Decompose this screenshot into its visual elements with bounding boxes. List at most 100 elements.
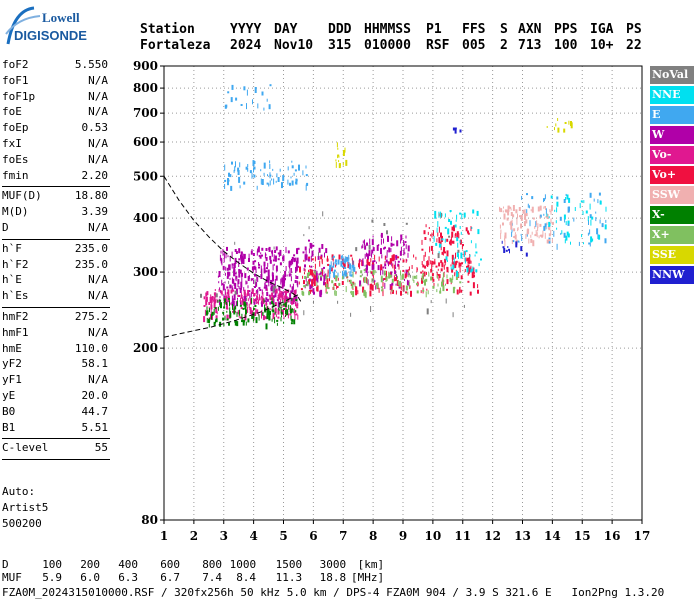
echo-point: [240, 307, 243, 310]
echo-point: [521, 236, 523, 241]
echo-point: [531, 231, 533, 235]
echo-point: [574, 207, 576, 211]
echo-point: [232, 278, 235, 284]
echo-point: [255, 269, 257, 273]
echo-point: [320, 271, 323, 274]
header-value-9: 100: [554, 38, 578, 53]
echo-point: [267, 275, 270, 281]
echo-point: [263, 107, 265, 111]
echo-point: [311, 250, 314, 257]
echo-point: [258, 254, 261, 257]
echo-point: [290, 309, 293, 312]
echo-point: [203, 296, 206, 300]
echo-point: [427, 231, 429, 235]
echo-point: [426, 271, 427, 275]
echo-point: [284, 299, 287, 304]
echo-point: [426, 288, 428, 291]
echo-point: [328, 268, 331, 274]
echo-point: [355, 271, 357, 275]
echo-point: [430, 269, 432, 273]
param-value: 110.0: [74, 341, 108, 355]
echo-point: [459, 240, 461, 244]
echo-point: [304, 246, 307, 251]
echo-point: [257, 103, 259, 109]
echo-point: [384, 282, 386, 289]
echo-point: [252, 253, 255, 256]
echo-point: [452, 274, 454, 280]
echo-point: [253, 317, 255, 321]
echo-point: [228, 172, 230, 177]
param-value: N/A: [88, 289, 108, 303]
echo-point: [473, 274, 475, 278]
echo-point: [437, 283, 439, 287]
echo-point: [308, 291, 311, 296]
echo-point: [341, 277, 343, 280]
echo-point: [344, 267, 347, 269]
echo-point: [337, 147, 339, 150]
echo-point: [239, 304, 242, 307]
echo-point: [570, 122, 573, 129]
param-row: fmin 2.20: [2, 169, 108, 183]
echo-point: [454, 127, 457, 130]
echo-point: [528, 228, 530, 234]
echo-point: [290, 290, 293, 294]
echo-point: [226, 286, 229, 289]
echo-point: [528, 205, 530, 209]
echo-point: [336, 285, 338, 290]
echo-point: [252, 99, 253, 105]
echo-point: [281, 315, 282, 318]
footer-distance-label: D: [2, 558, 9, 571]
echo-point: [290, 305, 292, 312]
echo-point: [214, 292, 217, 298]
echo-point: [389, 258, 392, 264]
echo-point: [543, 206, 545, 208]
echo-point: [431, 273, 434, 277]
echo-point: [409, 274, 411, 278]
echo-point: [400, 286, 402, 290]
echo-point: [315, 275, 316, 278]
echo-point: [312, 272, 314, 278]
echo-point: [268, 104, 271, 110]
param-label: foF1p: [2, 89, 36, 103]
echo-point: [217, 275, 219, 278]
echo-point: [573, 217, 575, 222]
echo-point: [277, 252, 280, 255]
echo-point: [256, 185, 258, 190]
echo-point: [350, 290, 352, 295]
echo-point: [303, 285, 306, 288]
echo-point: [501, 240, 503, 244]
echo-point: [391, 278, 394, 283]
echo-point: [462, 244, 464, 246]
echo-point: [444, 213, 446, 218]
echo-point: [568, 120, 570, 125]
echo-point: [338, 160, 340, 163]
echo-point: [471, 272, 474, 279]
echo-point: [252, 316, 254, 322]
echo-point: [251, 297, 253, 304]
echo-point: [251, 266, 254, 271]
param-label: fxI: [2, 137, 22, 150]
echo-point: [349, 263, 352, 270]
echo-point: [318, 273, 320, 276]
echo-point: [426, 308, 429, 315]
echo-point: [589, 242, 591, 247]
echo-point: [339, 163, 341, 167]
echo-point: [229, 271, 231, 276]
param-value: 20.0: [81, 389, 109, 402]
echo-point: [564, 122, 567, 124]
echo-point: [234, 241, 236, 245]
echo-point: [275, 291, 277, 294]
echo-point: [392, 263, 394, 269]
echo-point: [238, 248, 241, 254]
echo-point: [252, 160, 255, 167]
echo-point: [254, 314, 257, 316]
echo-point: [247, 306, 249, 313]
echo-point: [397, 275, 398, 279]
echo-point: [548, 233, 551, 237]
footer-muf-label: MUF: [2, 571, 22, 584]
echo-point: [266, 267, 268, 270]
echo-point: [249, 170, 252, 174]
echo-point: [279, 290, 281, 296]
echo-point: [387, 261, 390, 265]
echo-point: [398, 264, 400, 270]
